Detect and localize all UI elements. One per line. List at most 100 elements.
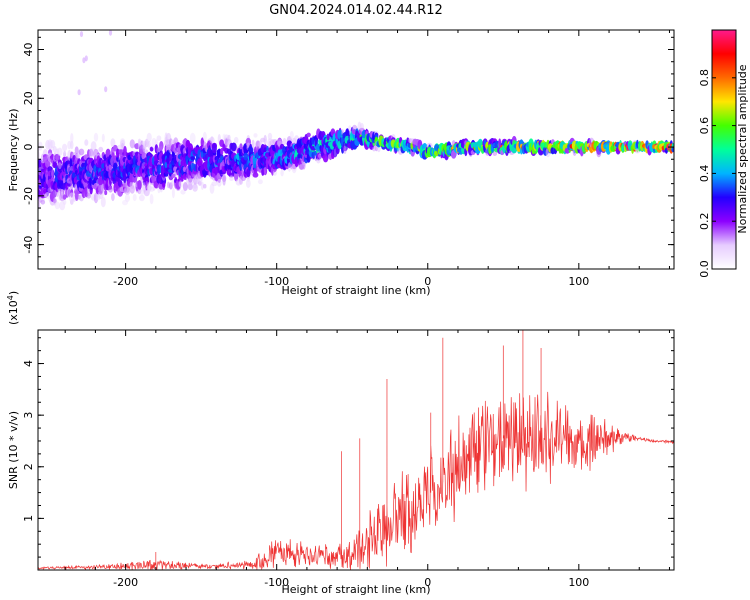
spectrogram-cell xyxy=(209,183,215,194)
snr-x-tick-label: -200 xyxy=(113,576,138,589)
spectrogram-cell xyxy=(149,146,154,152)
spectrogram-y-tick-label: -40 xyxy=(22,236,35,254)
spectrogram-cell xyxy=(180,189,186,195)
spectrogram-cell xyxy=(111,193,115,202)
spectrogram-cell xyxy=(84,55,88,62)
chart-title: GN04.2024.014.02.44.R12 xyxy=(269,3,443,18)
spectrogram-cell xyxy=(280,169,284,177)
spectrogram-cell xyxy=(51,168,54,178)
colorbar-gradient xyxy=(712,30,736,269)
spectrogram-cell xyxy=(100,196,106,208)
spectrogram-cell xyxy=(146,132,152,143)
spectrogram-cell xyxy=(326,133,330,141)
spectrogram-cell xyxy=(86,192,92,199)
spectrogram-cell xyxy=(306,132,311,138)
spectrogram-y-tick-label: 20 xyxy=(22,91,35,105)
spectrogram-cell xyxy=(54,201,60,210)
spectrogram-cell xyxy=(74,146,79,154)
spectrogram-cell xyxy=(123,145,127,156)
spectrogram-cell xyxy=(243,152,249,161)
snr-x-tick-label: 0 xyxy=(424,576,431,589)
colorbar-ticks: 0.0 0.2 0.4 0.6 0.8 xyxy=(698,69,736,278)
spectrogram-cell xyxy=(58,162,62,170)
snr-y-tick-label: 1 xyxy=(22,515,35,522)
spectrogram-y-tick-label: -20 xyxy=(22,187,35,205)
spectrogram-cell xyxy=(77,89,81,96)
spectrogram-x-tick-label: -100 xyxy=(264,275,289,288)
colorbar-frame xyxy=(711,29,737,270)
spectrogram-cell xyxy=(137,180,142,190)
spectrogram-cell xyxy=(139,194,145,202)
spectrogram-cell xyxy=(192,183,198,192)
spectrogram-cell xyxy=(70,133,74,144)
spectrogram-cell xyxy=(209,136,215,144)
spectrogram-cell xyxy=(90,141,97,151)
spectrogram-cell xyxy=(132,193,137,202)
spectrogram-cell xyxy=(38,141,43,151)
spectrogram-cell xyxy=(88,148,94,157)
spectrogram-cell xyxy=(108,30,113,36)
spectrogram-cell xyxy=(248,146,254,154)
spectrogram-y-tick-label: 40 xyxy=(22,43,35,57)
colorbar-tick-label: 0.2 xyxy=(698,212,711,230)
spectrogram-y-axis-label: Frequency (Hz) xyxy=(7,109,20,192)
spectrogram-cell xyxy=(147,141,151,149)
spectrogram-frame xyxy=(37,29,675,270)
spectrogram-cell xyxy=(187,178,193,186)
spectrogram-cell xyxy=(211,143,217,154)
spectrogram-cell xyxy=(108,186,113,193)
spectrogram-cell xyxy=(227,134,231,141)
spectrogram-cell xyxy=(79,31,84,38)
snr-series-line xyxy=(38,330,674,570)
spectrogram-cell xyxy=(78,148,85,156)
spectrogram-x-tick-label: 100 xyxy=(568,275,589,288)
spectrogram-cell xyxy=(124,194,130,203)
spectrogram-cell xyxy=(202,131,207,142)
snr-x-tick-label: 100 xyxy=(568,576,589,589)
spectrogram-cells xyxy=(38,30,674,211)
colorbar-tick-label: 0.0 xyxy=(698,260,711,278)
spectrogram-cell xyxy=(239,143,243,150)
spectrogram-cell xyxy=(111,152,115,158)
spectrogram-cell xyxy=(62,194,67,200)
spectrogram-cell xyxy=(57,147,63,156)
spectrogram-cell xyxy=(159,146,163,152)
spectrogram-cell xyxy=(197,158,203,167)
spectrogram-cell xyxy=(98,146,104,152)
spectrogram-cell xyxy=(233,136,239,144)
spectrogram-x-tick-label: -200 xyxy=(113,275,138,288)
spectrogram-cell xyxy=(498,138,502,148)
spectrogram-cell xyxy=(252,172,259,178)
snr-x-axis-label: Height of straight line (km) xyxy=(281,583,430,596)
spectrogram-x-axis-label: Height of straight line (km) xyxy=(281,284,430,297)
spectrogram-cell xyxy=(282,137,287,146)
colorbar-tick-label: 0.4 xyxy=(698,165,711,183)
snr-y-tick-label: 3 xyxy=(22,412,35,419)
spectrogram-cell xyxy=(101,133,105,143)
spectrogram-cell xyxy=(359,122,364,132)
spectrogram-cell xyxy=(104,190,108,196)
spectrogram-cell xyxy=(263,166,267,176)
spectrogram-cell xyxy=(211,181,218,187)
spectrogram-cell xyxy=(212,154,216,163)
spectrogram-cell xyxy=(70,140,74,150)
snr-x-tick-label: -100 xyxy=(264,576,289,589)
colorbar: 0.0 0.2 0.4 0.6 0.8 Normalized spectral ampl… xyxy=(698,29,749,278)
spectrogram-cell xyxy=(40,199,46,205)
spectrogram-cell xyxy=(62,143,68,152)
spectrogram-cell xyxy=(149,193,154,205)
spectrogram-cell xyxy=(251,139,255,149)
spectrogram-cell xyxy=(348,125,352,132)
spectrogram-cell xyxy=(190,156,196,161)
spectrogram-cell xyxy=(278,150,282,156)
spectrogram-cell xyxy=(171,187,175,199)
spectrogram-cell xyxy=(220,147,224,156)
spectrogram-cell xyxy=(246,168,251,178)
spectrogram-cell xyxy=(492,151,498,157)
spectrogram-cell xyxy=(182,182,188,191)
spectrogram-cell xyxy=(49,140,56,149)
spectrogram-cell xyxy=(203,183,207,189)
colorbar-tick-label: 0.8 xyxy=(698,69,711,87)
